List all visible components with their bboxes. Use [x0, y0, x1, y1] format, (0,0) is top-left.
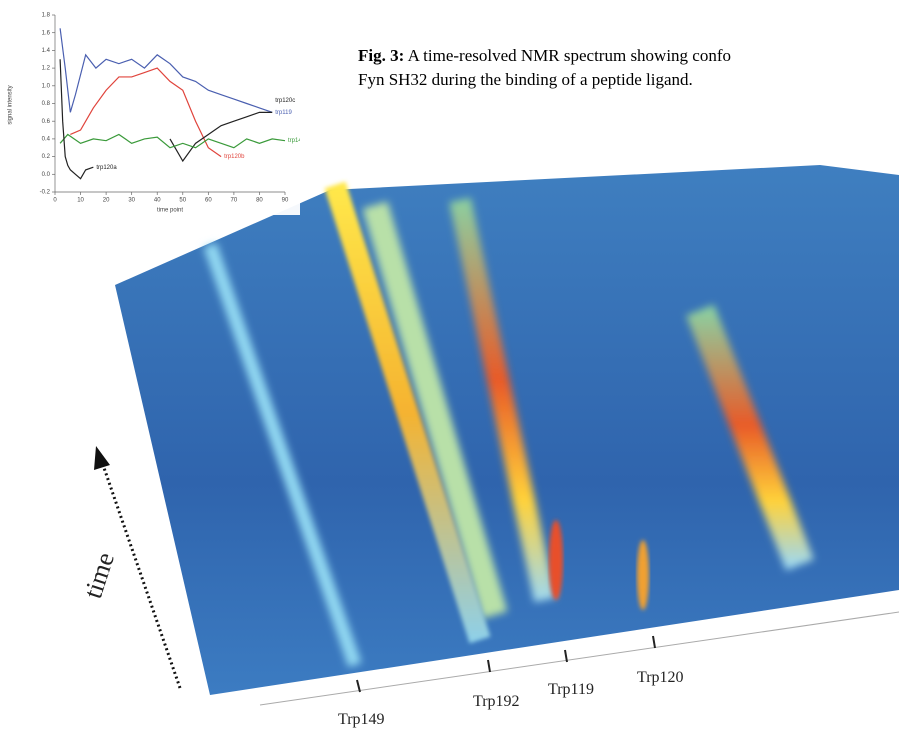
series-line [169, 111, 273, 163]
caption: Fig. 3: A time-resolved NMR spectrum sho… [358, 44, 899, 92]
caption-text: A time-resolved NMR spectrum showing con… [407, 46, 732, 65]
x-tick-label: 30 [128, 198, 135, 204]
inset-chart: signal intensity time point -0.2 0.0 0.2 0.… [0, 0, 300, 215]
peak [549, 520, 563, 600]
x-tick-label: 0 [53, 198, 57, 204]
series-line [59, 28, 273, 113]
y-tick-label: 1.4 [42, 48, 51, 54]
caption-text: Fyn SH32 during the binding of a peptide… [358, 70, 693, 89]
y-tick-label: 1.8 [42, 13, 51, 19]
peak-ticks [356, 635, 656, 693]
x-tick-label: 60 [205, 198, 212, 204]
series-line [59, 133, 286, 149]
series-label: trp149 [288, 138, 300, 144]
y-tick-label: 0.4 [42, 136, 51, 142]
y-tick-label: 0.0 [42, 172, 51, 178]
x-tick-label: 20 [103, 198, 110, 204]
x-tick-label: 50 [179, 198, 186, 204]
x-tick-label: 80 [256, 198, 263, 204]
series-line [70, 67, 222, 158]
peak-label: Trp119 [548, 681, 594, 698]
x-tick-label: 40 [154, 198, 161, 204]
y-tick-label: 1.2 [42, 66, 51, 72]
time-label: time [78, 549, 120, 602]
peak-label: Trp120 [637, 669, 684, 686]
x-tick-label: 70 [231, 198, 238, 204]
y-axis-label: signal intensity [8, 85, 14, 124]
y-tick-label: 1.6 [42, 30, 51, 36]
x-axis-label: time point [157, 208, 183, 214]
x-tick-label: 90 [282, 198, 289, 204]
series-line [59, 59, 94, 180]
arrow-head [94, 446, 110, 470]
peak-label: Trp149 [338, 711, 385, 728]
y-tick-label: -0.2 [40, 190, 51, 196]
y-tick-label: 1.0 [42, 83, 51, 89]
y-tick-label: 0.6 [42, 119, 51, 125]
x-tick-label: 10 [77, 198, 84, 204]
ridges [203, 197, 814, 668]
series-label: trp120a [96, 165, 117, 171]
caption-label: Fig. 3: [358, 46, 405, 65]
series-label: trp120c [275, 98, 295, 104]
series-label: trp119 [275, 110, 292, 116]
series-label: trp120b [224, 154, 245, 160]
y-tick-label: 0.8 [42, 101, 51, 107]
peak-label: Trp192 [473, 693, 520, 710]
peak [637, 540, 649, 610]
y-tick-label: 0.2 [42, 154, 51, 160]
ppm-axis [259, 611, 899, 706]
main-ridge [324, 181, 491, 644]
